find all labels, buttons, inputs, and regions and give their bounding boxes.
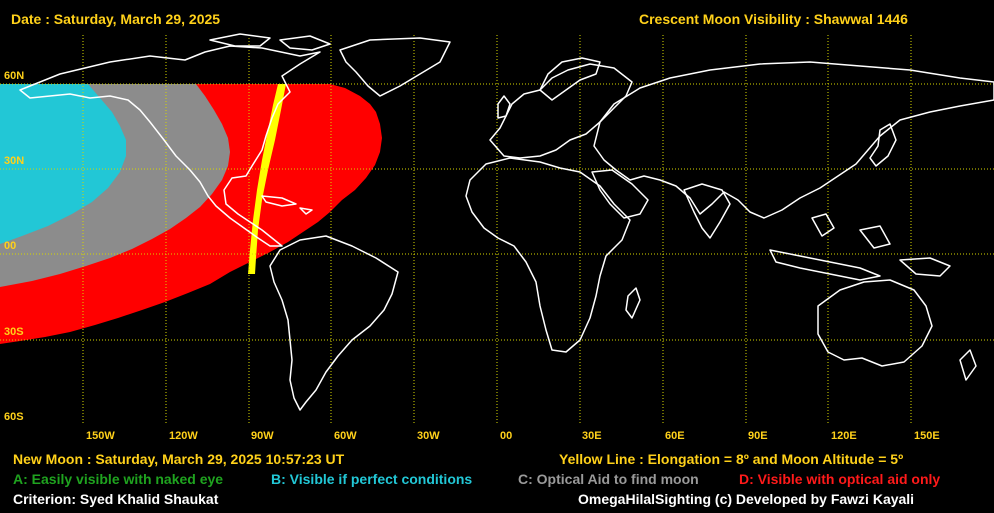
lat-label-60n: 60N xyxy=(4,70,25,82)
map-title: Crescent Moon Visibility : Shawwal 1446 xyxy=(639,11,908,27)
caribbean-outline xyxy=(261,195,313,215)
lon-label-60e: 60E xyxy=(665,430,685,442)
asia-outline xyxy=(593,61,994,219)
lon-label-00: 00 xyxy=(500,430,513,442)
graticule xyxy=(0,35,994,446)
lat-label-60s: 60S xyxy=(4,411,24,423)
criterion-label: Criterion: Syed Khalid Shaukat xyxy=(13,491,219,507)
greenland-outline xyxy=(339,37,451,97)
credit-label: OmegaHilalSighting (c) Developed by Fawz… xyxy=(578,491,915,507)
madagascar-outline xyxy=(625,287,641,319)
lon-label-150w: 150W xyxy=(86,430,115,442)
japan-outline xyxy=(869,123,897,167)
lat-label-30s: 30S xyxy=(4,326,24,338)
africa-outline xyxy=(465,157,631,353)
lon-label-60w: 60W xyxy=(334,430,357,442)
india-outline xyxy=(683,183,731,239)
lon-label-30e: 30E xyxy=(582,430,602,442)
legend-d: D: Visible with optical aid only xyxy=(739,471,941,487)
legend-c: C: Optical Aid to find moon xyxy=(518,471,699,487)
new-zealand-outline xyxy=(959,349,977,381)
arctic-islands-outline xyxy=(209,33,331,51)
south-america-outline xyxy=(269,235,399,411)
indonesia-outline xyxy=(769,213,891,281)
north-america-outline xyxy=(19,45,321,247)
new-moon-label: New Moon : Saturday, March 29, 2025 10:5… xyxy=(13,451,345,467)
legend-b: B: Visible if perfect conditions xyxy=(271,471,473,487)
lat-label-30n: 30N xyxy=(4,155,25,167)
lon-label-150e: 150E xyxy=(914,430,940,442)
uk-outline xyxy=(497,95,511,119)
lon-label-120e: 120E xyxy=(831,430,857,442)
new-guinea-outline xyxy=(899,257,951,277)
arabia-outline xyxy=(591,169,649,219)
yellow-line-label: Yellow Line : Elongation = 8º and Moon A… xyxy=(559,451,904,467)
coastlines xyxy=(19,33,994,411)
legend-a: A: Easily visible with naked eye xyxy=(13,471,224,487)
lon-label-120w: 120W xyxy=(169,430,198,442)
visibility-zones xyxy=(0,84,382,344)
lon-label-30w: 30W xyxy=(417,430,440,442)
lat-label-00: 00 xyxy=(4,240,17,252)
lon-label-90w: 90W xyxy=(251,430,274,442)
longitude-label-bar xyxy=(0,424,994,446)
date-label: Date : Saturday, March 29, 2025 xyxy=(11,11,221,27)
australia-outline xyxy=(817,279,933,367)
zone-b-cyan xyxy=(0,84,126,244)
lon-label-90e: 90E xyxy=(748,430,768,442)
europe-outline xyxy=(489,63,633,159)
scandinavia-outline xyxy=(539,57,601,101)
